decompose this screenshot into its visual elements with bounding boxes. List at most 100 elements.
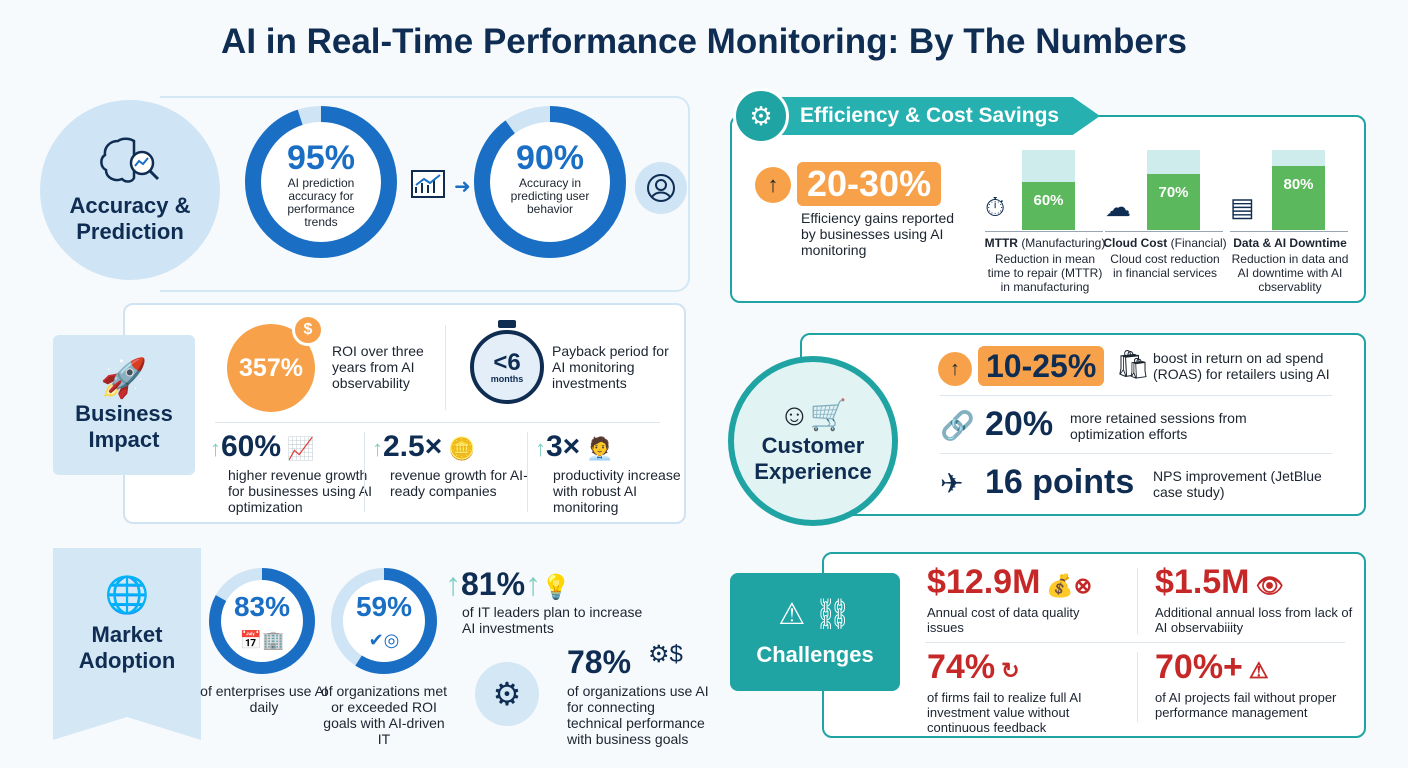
- ring-value: 83%: [233, 591, 291, 623]
- roi-value: 357%: [239, 353, 303, 382]
- accuracy-label-circle: Accuracy & Prediction: [40, 100, 220, 280]
- roi-text: ROI over three years from AI observabili…: [332, 343, 424, 391]
- calendar-building-icon: 📅🏢: [239, 630, 285, 650]
- arrow-up-icon: ↑: [938, 352, 972, 386]
- bar-value: 60%: [1033, 192, 1064, 209]
- market-ring: 59% ✔◎: [331, 568, 437, 674]
- person-desk-icon: 🧑‍💼: [586, 436, 614, 461]
- business-label: Business Impact: [75, 401, 173, 452]
- customer-stat-text: more retained sessions from optimization…: [1070, 410, 1247, 442]
- bar-text: Reduction in data and AI downtime with A…: [1231, 252, 1349, 294]
- business-section: [123, 303, 686, 524]
- brain-magnifier-icon: [100, 137, 160, 183]
- accuracy-ring-2: 90% Accuracy in predicting user behavior: [474, 106, 626, 258]
- market-ring-text: of enterprises use AI daily: [200, 683, 328, 715]
- bar-fill: 70%: [1147, 174, 1200, 230]
- ring-progress: [331, 568, 437, 674]
- ring-progress: [474, 106, 626, 258]
- gear-dollar-icon: ⚙: [733, 88, 789, 144]
- bar-title-main: Data & AI Downtime: [1233, 236, 1347, 250]
- customer-stat-text: boost in return on ad spend (ROAS) for r…: [1153, 350, 1330, 382]
- roi-circle: 357%: [227, 324, 315, 412]
- server-eye-icon: 👁: [1255, 573, 1284, 598]
- ring-text: AI prediction accuracy for performance t…: [287, 176, 355, 230]
- accuracy-section: Accuracy & Prediction 95% AI prediction a…: [40, 92, 690, 292]
- bar-value: 80%: [1283, 176, 1314, 193]
- market-stat-78-value: 78%: [567, 644, 632, 680]
- arrow-up-icon: ↑: [525, 566, 542, 602]
- stopwatch-icon: <6 months: [470, 330, 544, 404]
- challenges-label-box: ⚠ ⛓ Challenges: [730, 573, 900, 691]
- warning-broken-link-icon: ⚠ ⛓: [778, 597, 852, 631]
- challenge-text: of AI projects fail without proper perfo…: [1155, 690, 1337, 720]
- globe-people-icon: 🌐: [104, 574, 150, 615]
- business-stat-text: higher revenue growth for businesses usi…: [228, 467, 372, 515]
- bar-title-main: Cloud Cost: [1103, 236, 1168, 250]
- link-icon: 🔗: [940, 410, 975, 441]
- gear-dollar-icon: ⚙$: [648, 641, 683, 668]
- challenges-label: Challenges: [756, 641, 874, 667]
- market-stat-78-text: of organizations use AI for connecting t…: [567, 683, 709, 747]
- stopwatch-top: [498, 320, 516, 328]
- challenge-value: 74% ↻: [927, 648, 1020, 687]
- clock-wrench-icon: ⏱: [985, 192, 1006, 222]
- arrow-up-icon: ↑: [210, 436, 221, 461]
- bar-title-sub: (Manufacturing): [1021, 236, 1106, 250]
- market-label-ribbon: 🌐 Market Adoption: [53, 548, 201, 740]
- check-target-icon: ✔◎: [368, 630, 400, 650]
- gear-cycle-icon: ⚙: [475, 662, 539, 726]
- bar-title: Data & AI Downtime: [1220, 236, 1360, 250]
- bar-title-main: MTTR: [984, 236, 1018, 250]
- business-stat-value: ↑2.5× 🪙: [372, 430, 476, 464]
- shopping-bag-icon: 🛍: [1115, 349, 1151, 380]
- ring-progress: [209, 568, 315, 674]
- bar-track: 70%: [1147, 150, 1200, 230]
- market-label: Market Adoption: [78, 622, 176, 673]
- arrow-up-icon: ↑: [445, 566, 461, 602]
- efficiency-main-value: 20-30%: [797, 162, 942, 206]
- efficiency-header: Efficiency & Cost Savings: [760, 97, 1100, 135]
- payback-text: Payback period for AI monitoring investm…: [552, 343, 669, 391]
- challenge-value: 70%+ ⚠: [1155, 648, 1269, 687]
- challenge-text: of firms fail to realize full AI investm…: [927, 690, 1082, 735]
- challenge-value: $12.9M 💰⊗: [927, 563, 1092, 602]
- challenge-value: $1.5M 👁: [1155, 563, 1283, 602]
- bar-fill: 60%: [1022, 182, 1075, 230]
- customer-stat-value: 10-25%: [978, 346, 1105, 386]
- value: 2.5×: [383, 430, 443, 463]
- bar-track: 60%: [1022, 150, 1075, 230]
- arrow-up-icon: ↑: [755, 167, 791, 203]
- airplane-icon: ✈: [940, 468, 964, 499]
- bar-track: 80%: [1272, 150, 1325, 230]
- bar-title: Cloud Cost (Financial): [1095, 236, 1235, 250]
- bar-text: Cloud cost reduction in financial servic…: [1110, 252, 1220, 280]
- bar-fill: 80%: [1272, 166, 1325, 230]
- window-alert-icon: ⚠: [1248, 658, 1269, 683]
- server-warning-icon: ▤: [1230, 192, 1255, 222]
- payback-value: <6: [493, 348, 521, 376]
- ring-text: Accuracy in predicting user behavior: [510, 176, 590, 217]
- customer-stat-value: 20%: [985, 405, 1054, 443]
- coin-stack-icon: 🪙: [448, 436, 476, 461]
- business-stat-text: productivity increase with robust AI mon…: [553, 467, 681, 515]
- chart-up-icon: [408, 167, 448, 201]
- business-label-box: 🚀 Business Impact: [53, 335, 195, 475]
- value: 60%: [221, 430, 282, 463]
- value: 81%: [461, 566, 526, 602]
- efficiency-header-label: Efficiency & Cost Savings: [800, 104, 1060, 127]
- arrow-up-icon: ↑: [535, 436, 546, 461]
- challenge-text: Additional annual loss from lack of AI o…: [1155, 605, 1353, 635]
- ring-value: 90%: [515, 139, 585, 178]
- challenge-text: Annual cost of data quality issues: [927, 605, 1080, 635]
- accuracy-band: [160, 96, 690, 292]
- value: $1.5M: [1155, 563, 1250, 601]
- customer-stat-text: NPS improvement (JetBlue case study): [1153, 468, 1322, 500]
- efficiency-main-text: Efficiency gains reported by businesses …: [801, 210, 955, 258]
- value: $12.9M: [927, 563, 1041, 601]
- business-stat-value: ↑60% 📈: [210, 430, 314, 464]
- dollar-coin-icon: $: [292, 314, 324, 346]
- market-stat-81-value: ↑81%↑💡: [445, 566, 571, 603]
- customer-stat-value: 16 points: [985, 463, 1135, 501]
- money-bag-error-icon: 💰⊗: [1046, 573, 1093, 598]
- value: 74%: [927, 648, 996, 686]
